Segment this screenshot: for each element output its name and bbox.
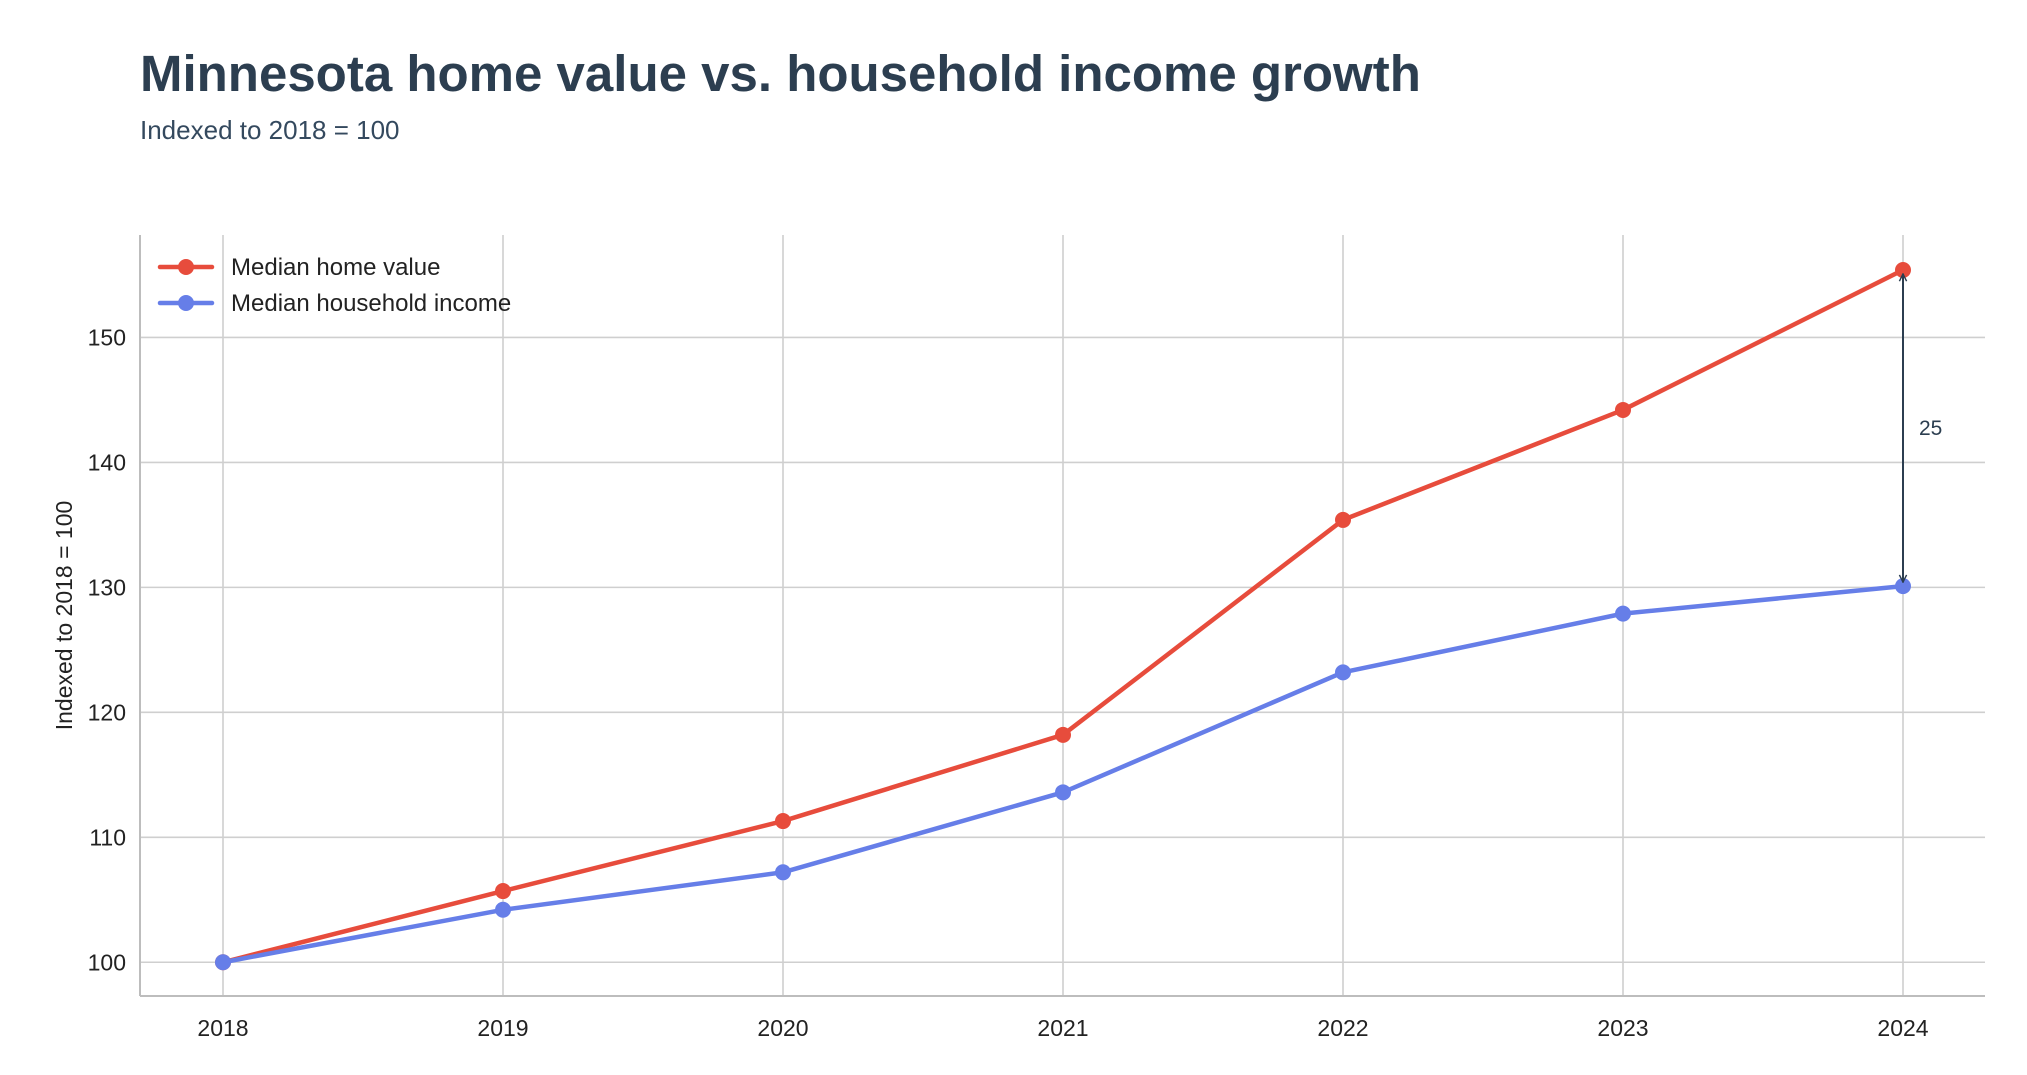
data-point <box>1615 401 1631 418</box>
x-tick-label: 2023 <box>1597 1015 1648 1041</box>
legend-label: Median home value <box>231 254 440 281</box>
data-point <box>495 901 511 918</box>
data-point <box>215 954 231 971</box>
series-layer <box>215 261 1911 971</box>
gap-label: 25 <box>1919 417 1942 440</box>
chart-subtitle: Indexed to 2018 = 100 <box>140 115 400 145</box>
data-point <box>775 813 791 830</box>
y-axis-title: Indexed to 2018 = 100 <box>51 501 77 731</box>
legend-item-0: Median home value <box>157 254 440 281</box>
data-point <box>1615 605 1631 622</box>
data-point <box>1055 784 1071 801</box>
y-tick-label: 100 <box>88 949 126 975</box>
x-tick-label: 2019 <box>477 1015 528 1041</box>
x-tick-label: 2018 <box>197 1015 248 1041</box>
legend-swatch-marker <box>178 259 194 275</box>
x-tick-label: 2022 <box>1317 1015 1368 1041</box>
chart-title: Minnesota home value vs. household incom… <box>140 45 1421 102</box>
legend: Median home value Median household income <box>157 254 511 317</box>
y-tick-label: 120 <box>88 699 126 725</box>
tick-labels: 2018 2019 2020 2021 2022 2023 2024 100 110 120 130… <box>51 324 1929 1041</box>
data-point <box>775 864 791 881</box>
y-tick-label: 140 <box>88 449 126 475</box>
legend-item-1: Median household income <box>157 290 511 317</box>
x-tick-label: 2024 <box>1877 1015 1928 1041</box>
x-tick-label: 2020 <box>757 1015 808 1041</box>
legend-swatch-marker <box>178 295 194 311</box>
x-tick-label: 2021 <box>1037 1015 1088 1041</box>
legend-label: Median household income <box>231 290 511 317</box>
y-tick-label: 150 <box>88 324 126 350</box>
annotation: 25 <box>1903 274 1942 582</box>
grid-lines <box>140 235 1985 996</box>
y-tick-label: 130 <box>88 574 126 600</box>
y-tick-label: 110 <box>89 824 126 850</box>
data-point <box>1055 726 1071 743</box>
axes <box>139 235 1985 997</box>
data-point <box>1335 511 1351 528</box>
data-point <box>1335 664 1351 681</box>
data-point <box>495 883 511 900</box>
